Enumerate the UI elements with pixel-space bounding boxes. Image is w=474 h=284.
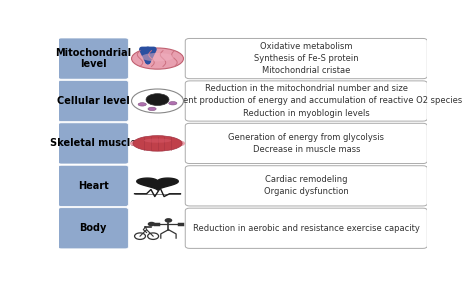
Ellipse shape [144,139,171,143]
Polygon shape [137,178,178,190]
Circle shape [164,218,172,223]
FancyBboxPatch shape [58,208,128,249]
FancyBboxPatch shape [58,38,128,79]
FancyBboxPatch shape [58,165,128,206]
Ellipse shape [169,102,177,105]
FancyBboxPatch shape [185,166,428,206]
Ellipse shape [132,48,183,69]
Ellipse shape [132,89,183,113]
FancyBboxPatch shape [185,123,428,164]
Text: Body: Body [80,223,107,233]
Ellipse shape [133,136,182,151]
Text: Reduction in aerobic and resistance exercise capacity: Reduction in aerobic and resistance exer… [193,224,420,233]
FancyBboxPatch shape [185,81,428,121]
FancyBboxPatch shape [58,123,128,164]
Text: Heart: Heart [78,181,109,191]
Ellipse shape [130,140,144,147]
Text: Reduction in the mitochondrial number and size
Insufficient production of energy: Reduction in the mitochondrial number an… [150,84,463,118]
Text: Cellular level: Cellular level [57,96,129,106]
Ellipse shape [141,53,174,61]
FancyBboxPatch shape [185,208,428,248]
Text: Generation of energy from glycolysis
Decrease in muscle mass: Generation of energy from glycolysis Dec… [228,133,384,154]
FancyBboxPatch shape [58,80,128,122]
Ellipse shape [138,103,146,106]
Text: Cardiac remodeling
Organic dysfunction: Cardiac remodeling Organic dysfunction [264,175,349,197]
Ellipse shape [146,94,169,106]
Text: Oxidative metabolism
Synthesis of Fe-S protein
Mitochondrial cristae: Oxidative metabolism Synthesis of Fe-S p… [254,42,359,75]
Circle shape [148,222,155,226]
FancyBboxPatch shape [185,38,428,79]
Text: Skeletal muscle: Skeletal muscle [50,138,137,149]
Ellipse shape [172,140,185,147]
Text: Mitochondrial
level: Mitochondrial level [55,48,131,69]
Ellipse shape [148,107,156,110]
